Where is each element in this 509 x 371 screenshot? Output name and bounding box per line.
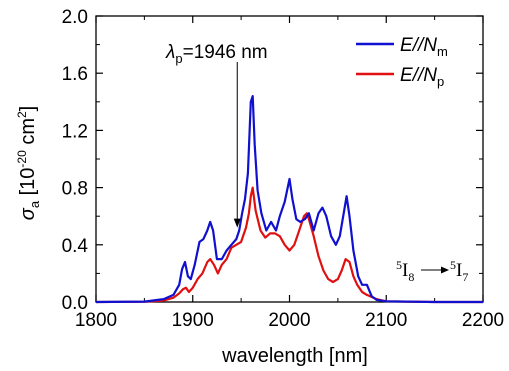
x-axis-title: wavelength [nm] [221,345,368,367]
y-axis: 0.0 0.4 0.8 1.2 1.6 2.0 [62,7,483,314]
y-tick-label: 2.0 [62,7,88,28]
plot-frame [95,15,484,303]
y-tick-label: 1.6 [62,64,88,85]
x-tick-label: 2100 [365,310,407,331]
y-tick-label: 0.8 [62,179,88,200]
legend-label-m: E//Nm [400,35,448,59]
transition-from-label: 5I8 [396,258,414,284]
pump-wavelength-label: λp=1946 nm [165,42,268,66]
x-tick-label: 2200 [462,310,504,331]
series-layer [95,94,483,304]
transition-annotation: 5I8 5I7 [396,258,468,284]
series-line-p [95,186,483,304]
pump-arrow-head [233,218,241,228]
y-axis-title: σa [10-20 cm2] [15,106,42,220]
x-axis: 1800 1900 2000 2100 2200 [75,16,504,331]
plot-border [95,15,484,303]
y-tick-label: 1.2 [62,121,88,142]
y-tick-label: 0.4 [62,236,89,257]
y-tick-label: 0.0 [62,293,88,314]
transition-to-label: 5I7 [450,258,468,284]
transition-arrow-head [441,266,449,274]
series-line-m [95,94,483,304]
legend: E//Nm E//Np [356,35,448,89]
x-tick-label: 1900 [172,310,214,331]
x-tick-label: 2000 [268,310,310,331]
x-tick-label: 1800 [75,310,117,331]
legend-label-p: E//Np [400,65,444,89]
pump-annotation: λp=1946 nm [165,42,268,228]
